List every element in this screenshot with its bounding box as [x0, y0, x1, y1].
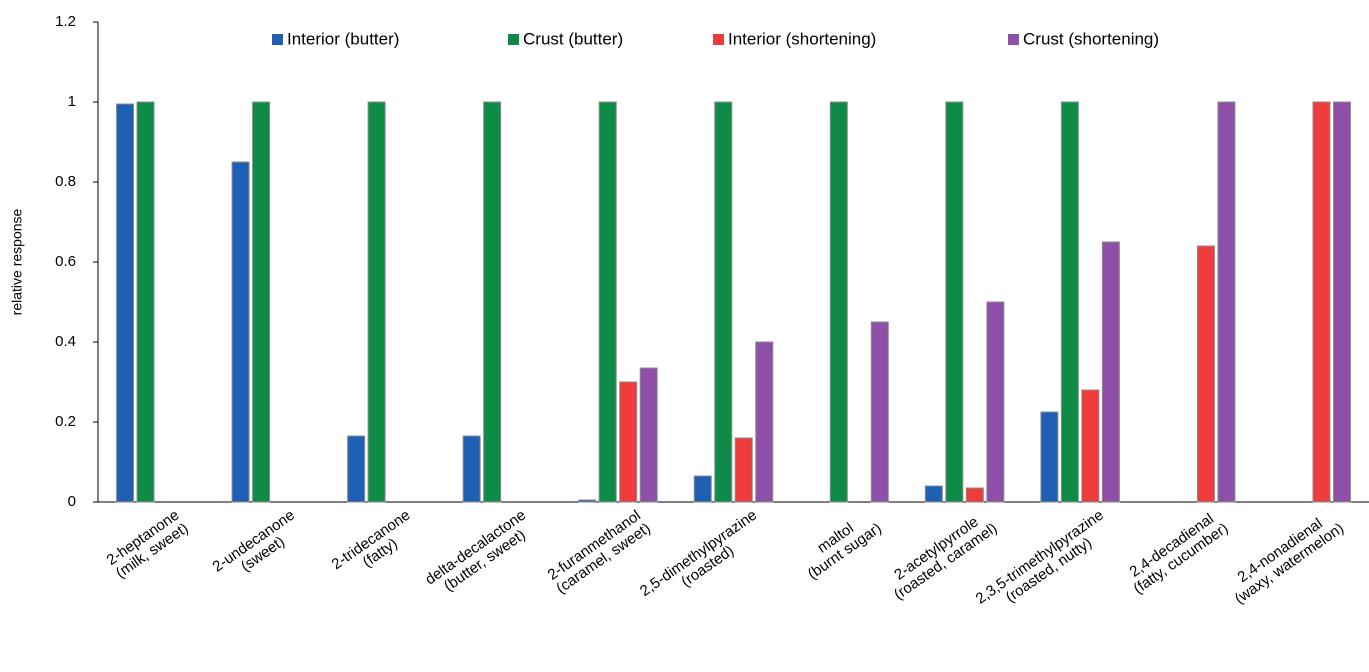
bar [986, 301, 1005, 503]
y-tick-label: 0.8 [55, 173, 76, 190]
bar [965, 487, 984, 503]
bar [639, 367, 658, 503]
bar [1312, 101, 1331, 503]
bar [483, 101, 502, 503]
bar [1196, 245, 1215, 503]
bar [136, 101, 155, 503]
x-tick-label: 2,3,5-trimethylpyrazine [973, 507, 1107, 608]
bar [231, 161, 250, 503]
x-tick-label-group: maltol(burnt sugar) [805, 520, 885, 583]
legend-label: Interior (butter) [287, 29, 399, 48]
bar [578, 499, 597, 503]
y-tick-label: 0 [68, 493, 76, 510]
legend-swatch [508, 34, 519, 45]
x-tick-label-group: 2,3,5-trimethylpyrazine(roasted, nutty) [973, 507, 1107, 608]
bar [116, 103, 135, 503]
bar [367, 101, 386, 503]
legend-label: Crust (butter) [523, 29, 623, 48]
y-tick-label: 1.2 [55, 13, 76, 30]
x-tick-label: 2,5-dimethylpyrazine [637, 507, 760, 600]
x-tick-label-group: delta-decalactone(butter, sweet) [422, 507, 529, 595]
bar [945, 101, 964, 503]
x-tick-label-group: 2-furanmethanol(caramel, sweet) [545, 507, 654, 597]
bar [714, 101, 733, 503]
bar [462, 435, 481, 503]
y-axis-label: relative response [9, 208, 25, 315]
x-tick-label-group: 2-heptanone(milk, sweet) [104, 507, 192, 582]
legend-swatch [272, 34, 283, 45]
x-tick-label-group: 2,4-decadienal(fatty, cucumber) [1127, 510, 1232, 597]
legend-label: Crust (shortening) [1023, 29, 1159, 48]
bar [870, 321, 889, 503]
bar [598, 101, 617, 503]
x-tick-label-group: 2,5-dimethylpyrazine(roasted) [637, 507, 760, 600]
legend-swatch [713, 34, 724, 45]
legend-label: Interior (shortening) [728, 29, 876, 48]
bar [755, 341, 774, 503]
x-tick-label-group: 2-undecanone(sweet) [210, 507, 298, 576]
bar [734, 437, 753, 503]
y-tick-label: 0.2 [55, 413, 76, 430]
legend-swatch [1008, 34, 1019, 45]
bar [1081, 389, 1100, 503]
y-tick-label: 0.4 [55, 333, 76, 350]
bar [1060, 101, 1079, 503]
bar [252, 101, 271, 503]
bar [619, 381, 638, 503]
bar [829, 101, 848, 503]
bar [347, 435, 366, 503]
bar [1040, 411, 1059, 503]
bar [1217, 101, 1236, 503]
bar [1101, 241, 1120, 503]
bar [1332, 101, 1351, 503]
y-tick-label: 1 [68, 93, 76, 110]
bar [924, 485, 943, 503]
x-tick-label-group: 2-tridecanone(fatty) [329, 507, 414, 574]
bar [693, 475, 712, 503]
y-tick-label: 0.6 [55, 253, 76, 270]
x-tick-label-group: 2,4-nonadienal(waxy, watermelon) [1232, 515, 1347, 607]
